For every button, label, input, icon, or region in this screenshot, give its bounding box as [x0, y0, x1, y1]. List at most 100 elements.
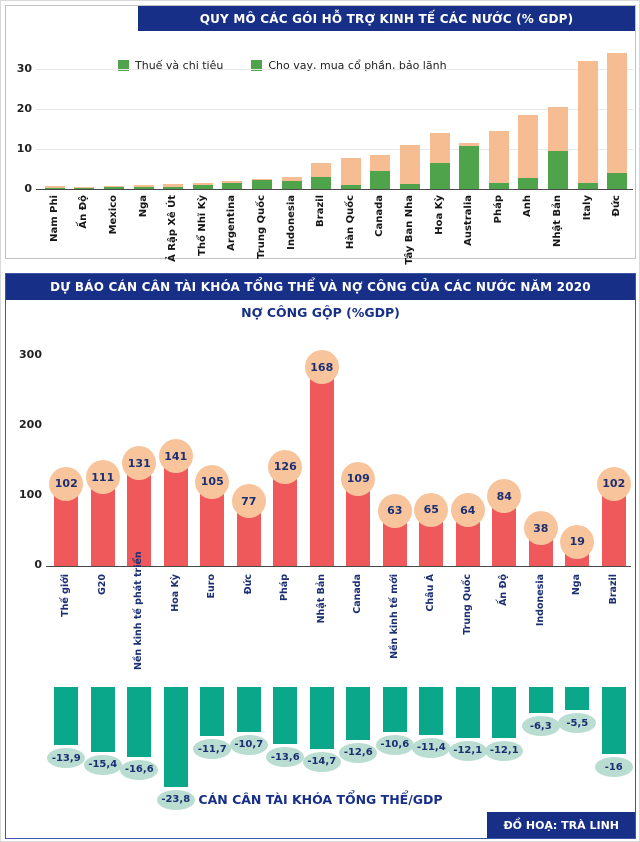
bar-segment-tax-spending	[429, 163, 450, 189]
category-label: G20	[96, 574, 108, 596]
bar-segment-loans	[607, 53, 628, 173]
category-label: Pháp	[492, 195, 504, 224]
category-label: Hoa Kỳ	[169, 574, 181, 612]
gridline	[36, 69, 633, 70]
debt-value-badge: 65	[414, 492, 449, 527]
legend-label-loans: Cho vay, mua cổ phần, bảo lãnh	[268, 59, 447, 72]
debt-value-badge: 102	[596, 466, 631, 501]
fiscal-value-badge: -5,5	[558, 713, 597, 734]
bar-segment-tax-spending	[548, 151, 568, 189]
category-label: Brazil	[607, 574, 619, 605]
category-label: Mexico	[108, 195, 119, 235]
category-label: Nhật Bản	[315, 574, 327, 624]
category-label: Indonesia	[285, 195, 297, 250]
fiscal-bar	[346, 687, 371, 740]
legend-swatch-loans	[251, 60, 263, 71]
bar-segment-loans	[340, 157, 361, 185]
chart1-title: QUY MÔ CÁC GÓI HỖ TRỢ KINH TẾ CÁC NƯỚC (…	[138, 6, 635, 31]
fiscal-value-badge: -16,6	[120, 759, 159, 780]
fiscal-bar	[565, 687, 590, 711]
debt-bar	[309, 378, 334, 566]
category-label: Thế giới	[60, 574, 72, 617]
debt-value-badge: 102	[49, 466, 84, 501]
bar-segment-loans	[488, 131, 509, 183]
debt-bar	[601, 494, 626, 566]
gridline	[36, 149, 633, 150]
fiscal-bar	[528, 687, 553, 714]
bar-segment-loans	[104, 186, 124, 188]
debt-value-badge: 126	[268, 449, 303, 484]
fiscal-value-badge: -16	[594, 757, 633, 778]
legend-item-loans: Cho vay, mua cổ phần, bảo lãnh	[251, 59, 447, 72]
legend-item-tax-spending: Thuế và chi tiêu	[118, 59, 223, 72]
gridline	[36, 109, 633, 110]
fiscal-value-badge: -13,9	[47, 748, 86, 769]
debt-bar	[54, 494, 79, 566]
debt-bar	[455, 521, 480, 566]
debt-bar	[236, 512, 261, 566]
bar-segment-loans	[222, 181, 243, 184]
y-axis-label: 300	[19, 348, 42, 361]
debt-value-badge: 168	[304, 350, 339, 385]
category-label: Canada	[352, 574, 364, 614]
y-axis-label: 10	[16, 142, 32, 155]
fiscal-value-badge: -23,8	[156, 789, 195, 810]
y-axis-label: 100	[19, 488, 42, 501]
category-label: Hàn Quốc	[344, 195, 356, 250]
legend-swatch-tax-spending	[118, 60, 129, 71]
y-axis-label: 30	[16, 62, 32, 75]
x-axis-line	[46, 566, 631, 567]
debt-chart-title: NỢ CÔNG GỘP (%GDP)	[241, 305, 400, 320]
bar-segment-loans	[459, 143, 480, 146]
debt-bar	[346, 489, 371, 566]
debt-bar	[419, 520, 444, 566]
category-label: Argentina	[226, 195, 238, 251]
debt-bar	[273, 477, 298, 566]
fiscal-value-badge: -12,1	[448, 740, 487, 761]
fiscal-bar	[455, 687, 480, 738]
bar-segment-loans	[133, 185, 154, 188]
category-label: Nga	[571, 574, 583, 596]
debt-value-badge: 77	[231, 484, 266, 519]
fiscal-bar	[419, 687, 444, 735]
debt-value-badge: 38	[523, 511, 558, 546]
chart1-legend: Thuế và chi tiêu Cho vay, mua cổ phần, b…	[118, 59, 447, 72]
bar-segment-loans	[163, 184, 184, 187]
debt-value-badge: 63	[377, 493, 412, 528]
bar-segment-loans	[577, 61, 598, 183]
bar-segment-tax-spending	[607, 173, 628, 189]
bar-segment-loans	[370, 155, 391, 172]
debt-value-badge: 141	[158, 439, 193, 474]
category-label: Australia	[463, 195, 475, 246]
bar-segment-tax-spending	[459, 145, 480, 189]
fiscal-value-badge: -15,4	[83, 754, 122, 775]
fiscal-chart-title: CÁN CÂN TÀI KHÓA TỔNG THỂ/GDP	[198, 792, 443, 807]
category-label: Italy	[581, 195, 593, 221]
chart1-plot: 0 10 20 30 Nam Phi Ấn Độ Mexico Nga Ả Rập Xê Út T…	[6, 6, 635, 265]
fiscal-value-badge: -14,7	[302, 751, 341, 772]
debt-value-badge: 19	[560, 524, 595, 559]
category-label: Canada	[374, 195, 386, 237]
forecast-panel: DỰ BÁO CÁN CÂN TÀI KHÓA TỔNG THỂ VÀ NỢ C…	[5, 273, 636, 839]
credit-badge: ĐỒ HOẠ: TRÀ LINH	[487, 812, 635, 838]
fiscal-value-badge: -10,7	[229, 734, 268, 755]
category-label: Ấn Độ	[78, 195, 90, 229]
category-label: Trung Quốc	[256, 195, 267, 259]
bar-segment-loans	[518, 115, 539, 178]
category-label: Nền kinh tế mới	[388, 574, 400, 659]
bar-segment-loans	[548, 107, 568, 151]
bar-segment-tax-spending	[577, 183, 598, 189]
debt-value-badge: 64	[450, 493, 485, 528]
fiscal-bar	[382, 687, 407, 732]
chart2-plot: 0 100 200 300 102 Thế giới -13,9 111 G20 -15,4 131…	[6, 274, 635, 838]
category-label: Nga	[137, 195, 149, 218]
bar-segment-loans	[44, 185, 65, 188]
fiscal-value-badge: -11,4	[412, 737, 451, 758]
y-axis-label: 0	[24, 182, 32, 195]
category-label: Nam Phi	[48, 195, 60, 242]
bar-segment-loans	[281, 177, 302, 181]
category-label: Nền kinh tế phát triển	[133, 551, 145, 670]
support-packages-panel: QUY MÔ CÁC GÓI HỖ TRỢ KINH TẾ CÁC NƯỚC (…	[5, 5, 636, 265]
bar-segment-tax-spending	[518, 177, 539, 189]
category-label: Châu Á	[425, 574, 437, 612]
